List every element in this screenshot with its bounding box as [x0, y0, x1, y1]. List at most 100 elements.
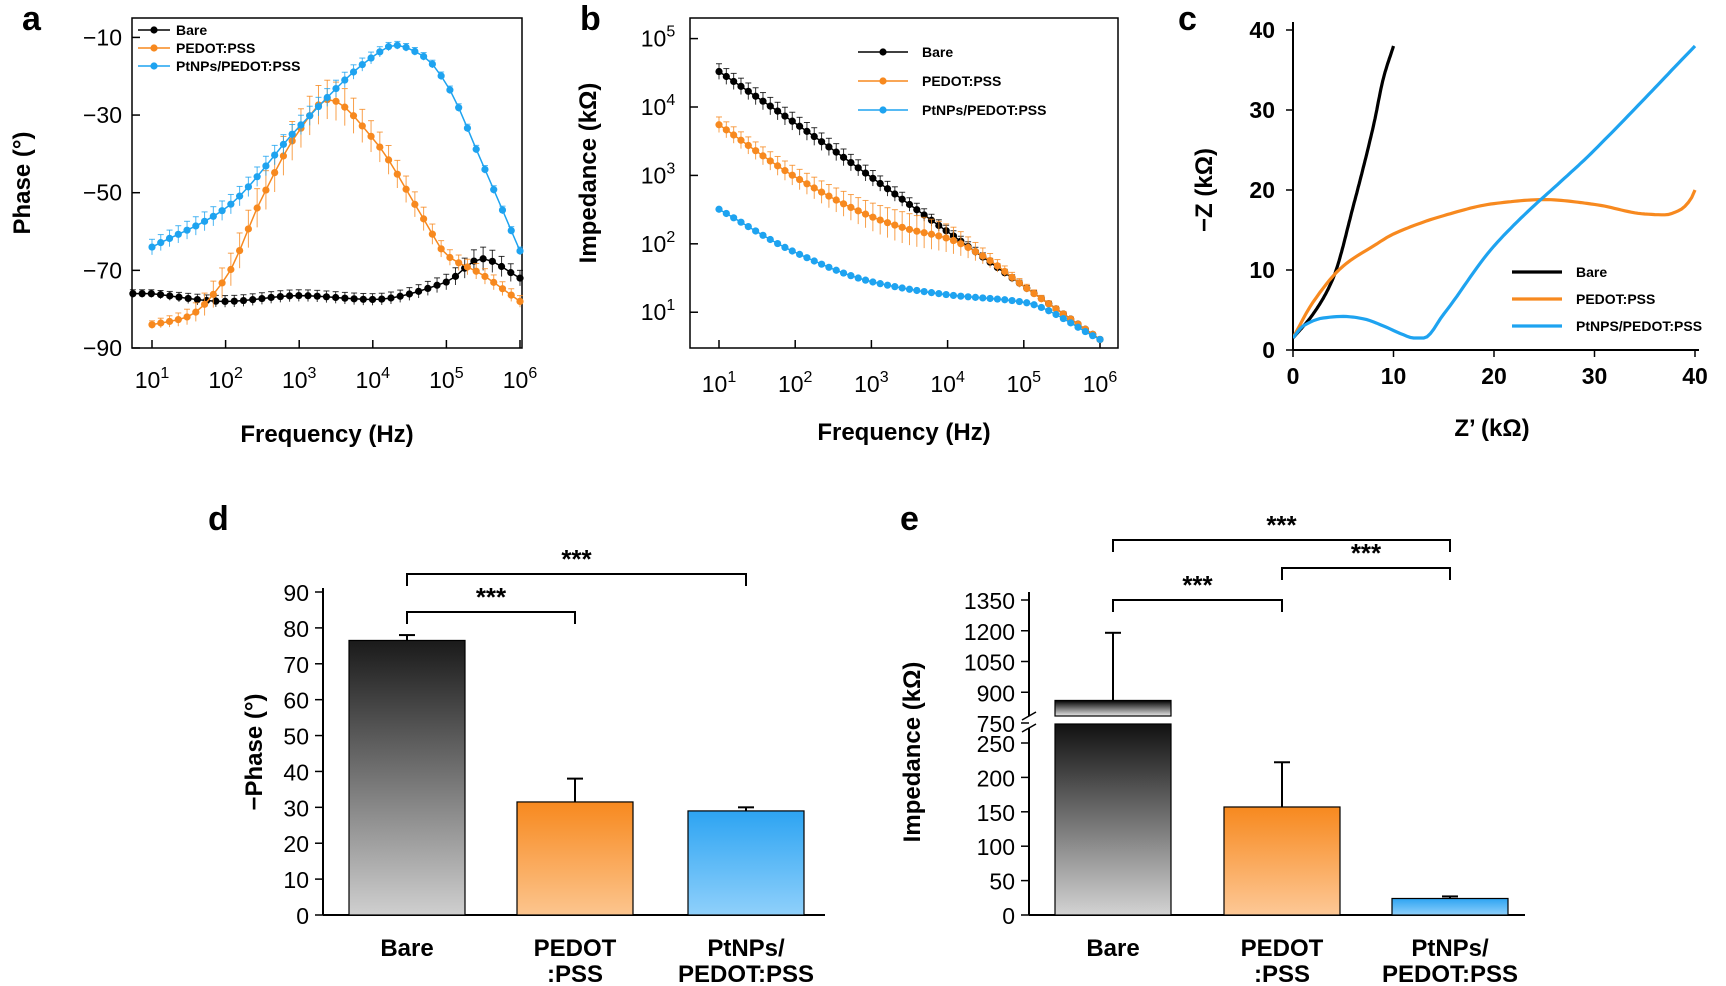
data-point [393, 41, 401, 49]
data-point [253, 204, 261, 212]
y-tick-label: 1350 [964, 588, 1015, 614]
data-point [184, 294, 192, 303]
data-point [759, 231, 767, 239]
data-point [722, 72, 730, 81]
bar [1054, 723, 1172, 916]
x-axis-label: Frequency (Hz) [240, 421, 413, 448]
panel-a-frame [131, 17, 523, 349]
y-tick-label: 150 [977, 800, 1015, 826]
data-point [358, 122, 366, 130]
data-point [1001, 267, 1009, 276]
data-point [192, 222, 200, 230]
data-point [883, 185, 892, 193]
data-point [957, 292, 965, 300]
data-point [376, 48, 384, 56]
data-point [839, 200, 848, 208]
y-tick-label: 250 [977, 731, 1015, 757]
data-point [920, 287, 928, 296]
data-point [209, 290, 217, 298]
data-point [737, 82, 745, 90]
data-point [295, 291, 303, 300]
data-point [1074, 323, 1082, 331]
legend-marker [150, 26, 158, 34]
y-tick-label: 70 [283, 652, 309, 678]
data-point [839, 153, 848, 161]
panel-d-label: d [208, 500, 229, 538]
data-point [402, 43, 410, 51]
series-PtNPs/PEDOT:PSS [148, 40, 524, 255]
y-tick-label: 0 [296, 903, 309, 929]
data-point [1096, 335, 1104, 344]
data-point [781, 112, 789, 120]
data-point [165, 317, 174, 326]
y-tick-label: −30 [83, 102, 122, 128]
data-point [258, 294, 266, 303]
data-point [752, 92, 760, 100]
data-point [267, 293, 275, 302]
panel-c: c 0 10 20 30 40 0 10 20 30 40 Z’ (kΩ) −Z (kΩ) Bare PED… [1178, 0, 1708, 442]
data-point [964, 293, 972, 301]
data-point [847, 272, 855, 280]
data-point [218, 207, 226, 215]
data-point [803, 180, 811, 188]
data-point [1052, 310, 1060, 319]
data-point [971, 247, 980, 256]
data-point [1089, 332, 1097, 340]
data-point [332, 97, 340, 105]
significance-label: *** [1351, 538, 1382, 568]
data-point [498, 206, 507, 214]
category-label: PEDOT:PSS [678, 961, 814, 986]
data-point [442, 278, 450, 286]
series-PtNPS/PEDOT:PSS [1293, 44, 1697, 340]
data-point [209, 212, 217, 220]
x-tick-label: 103 [854, 369, 889, 397]
data-point [891, 190, 899, 198]
data-point [752, 147, 760, 155]
data-point [271, 168, 279, 177]
data-point [766, 157, 774, 165]
data-point [744, 222, 752, 231]
data-point [367, 54, 375, 62]
data-point [218, 279, 226, 287]
data-point [810, 132, 818, 141]
y-tick-label: 10 [1249, 257, 1275, 283]
data-point [244, 225, 252, 233]
data-point [138, 290, 146, 298]
data-point [795, 250, 804, 258]
y-axis-label: Impedance (kΩ) [575, 83, 602, 264]
data-point [387, 294, 395, 302]
data-point [898, 195, 906, 203]
y-tick-label: 101 [641, 297, 676, 325]
data-point [839, 269, 848, 277]
data-point [437, 72, 445, 80]
data-point [730, 131, 738, 139]
data-point [323, 93, 331, 102]
category-label: PEDOT:PSS [1382, 961, 1518, 986]
data-point [200, 300, 209, 308]
data-point [795, 122, 804, 130]
data-point [993, 295, 1002, 303]
y-tick-label: 0 [1002, 903, 1015, 929]
data-point [490, 278, 498, 286]
y-tick-label: −50 [83, 180, 122, 206]
y-tick-label: 20 [283, 831, 309, 857]
data-point [854, 164, 862, 172]
data-point [861, 169, 870, 177]
data-point [1081, 327, 1089, 336]
data-point [1059, 314, 1067, 323]
axis-break-mark [1021, 711, 1037, 721]
data-point [239, 296, 248, 305]
data-point [174, 315, 182, 324]
y-tick-label: 103 [641, 160, 676, 188]
data-point [737, 136, 745, 144]
data-point [498, 285, 507, 293]
data-point [332, 84, 340, 93]
x-tick-label: 30 [1582, 363, 1608, 389]
data-point [148, 321, 156, 329]
x-axis-label: Z’ (kΩ) [1454, 415, 1529, 442]
x-tick-label: 20 [1481, 363, 1507, 389]
bar [348, 639, 466, 916]
data-point [271, 151, 279, 159]
data-point [420, 215, 428, 223]
data-point [986, 294, 994, 303]
